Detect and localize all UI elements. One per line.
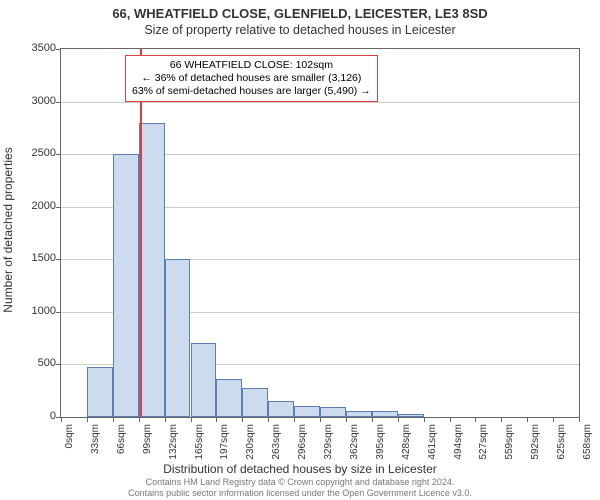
x-tick-label: 362sqm	[349, 424, 360, 460]
x-tick-label: 559sqm	[504, 424, 515, 460]
annotation-line-2: ← 36% of detached houses are smaller (3,…	[132, 72, 371, 85]
footer-line-1: Contains HM Land Registry data © Crown c…	[0, 477, 600, 487]
x-tick-mark	[268, 417, 269, 422]
annotation-box: 66 WHEATFIELD CLOSE: 102sqm ← 36% of det…	[125, 55, 378, 102]
y-tick-label: 3500	[32, 42, 56, 54]
histogram-bar	[398, 414, 424, 417]
y-tick-mark	[56, 154, 61, 155]
annotation-line-3: 63% of semi-detached houses are larger (…	[132, 85, 371, 98]
x-tick-label: 263sqm	[271, 424, 282, 460]
x-tick-mark	[294, 417, 295, 422]
x-tick-label: 33sqm	[90, 424, 101, 454]
x-tick-label: 0sqm	[64, 424, 75, 448]
y-tick-label: 2500	[32, 147, 56, 159]
x-tick-mark	[320, 417, 321, 422]
x-tick-mark	[191, 417, 192, 422]
x-tick-mark	[61, 417, 62, 422]
histogram-bar	[268, 401, 294, 417]
x-axis-label: Distribution of detached houses by size …	[0, 462, 600, 476]
x-tick-mark	[113, 417, 114, 422]
y-tick-label: 3000	[32, 95, 56, 107]
x-tick-mark	[87, 417, 88, 422]
histogram-plot: 66 WHEATFIELD CLOSE: 102sqm ← 36% of det…	[60, 48, 580, 418]
x-tick-label: 461sqm	[427, 424, 438, 460]
y-tick-label: 0	[50, 410, 56, 422]
property-marker-line	[140, 49, 142, 417]
y-tick-label: 2000	[32, 200, 56, 212]
x-tick-label: 527sqm	[478, 424, 489, 460]
y-tick-mark	[56, 364, 61, 365]
histogram-bar	[87, 367, 113, 417]
x-tick-label: 99sqm	[142, 424, 153, 454]
x-tick-mark	[579, 417, 580, 422]
y-tick-mark	[56, 259, 61, 260]
x-tick-label: 658sqm	[582, 424, 593, 460]
x-tick-label: 395sqm	[375, 424, 386, 460]
histogram-bar	[320, 407, 346, 418]
x-tick-label: 329sqm	[323, 424, 334, 460]
x-tick-label: 428sqm	[401, 424, 412, 460]
x-tick-mark	[398, 417, 399, 422]
y-axis-label: Number of detached properties	[1, 147, 15, 312]
histogram-bar	[139, 123, 165, 417]
x-tick-mark	[346, 417, 347, 422]
x-tick-mark	[553, 417, 554, 422]
x-tick-label: 592sqm	[530, 424, 541, 460]
x-tick-mark	[165, 417, 166, 422]
histogram-bar	[113, 154, 139, 417]
x-tick-label: 625sqm	[556, 424, 567, 460]
x-tick-mark	[242, 417, 243, 422]
x-tick-mark	[216, 417, 217, 422]
histogram-bar	[216, 379, 242, 417]
footer-line-2: Contains public sector information licen…	[0, 488, 600, 498]
x-tick-mark	[139, 417, 140, 422]
x-tick-label: 296sqm	[297, 424, 308, 460]
x-tick-label: 165sqm	[194, 424, 205, 460]
histogram-bar	[294, 406, 320, 417]
x-tick-mark	[424, 417, 425, 422]
y-tick-label: 1000	[32, 305, 56, 317]
x-tick-mark	[527, 417, 528, 422]
y-tick-mark	[56, 102, 61, 103]
histogram-bar	[242, 388, 268, 417]
x-tick-label: 132sqm	[168, 424, 179, 460]
histogram-bar	[165, 259, 191, 417]
x-tick-mark	[501, 417, 502, 422]
annotation-line-1: 66 WHEATFIELD CLOSE: 102sqm	[132, 59, 371, 72]
x-tick-label: 494sqm	[453, 424, 464, 460]
y-tick-mark	[56, 49, 61, 50]
x-tick-label: 230sqm	[245, 424, 256, 460]
x-tick-mark	[475, 417, 476, 422]
y-tick-label: 1500	[32, 252, 56, 264]
x-tick-label: 66sqm	[116, 424, 127, 454]
chart-container: 66, WHEATFIELD CLOSE, GLENFIELD, LEICEST…	[0, 0, 600, 500]
histogram-bar	[191, 343, 217, 417]
histogram-bar	[372, 411, 398, 417]
y-tick-label: 500	[38, 357, 56, 369]
y-tick-mark	[56, 207, 61, 208]
x-tick-mark	[450, 417, 451, 422]
histogram-bar	[346, 411, 372, 417]
page-title-address: 66, WHEATFIELD CLOSE, GLENFIELD, LEICEST…	[0, 0, 600, 21]
footer-attribution: Contains HM Land Registry data © Crown c…	[0, 477, 600, 498]
y-tick-mark	[56, 312, 61, 313]
x-tick-mark	[372, 417, 373, 422]
x-tick-label: 197sqm	[219, 424, 230, 460]
page-subtitle: Size of property relative to detached ho…	[0, 21, 600, 37]
